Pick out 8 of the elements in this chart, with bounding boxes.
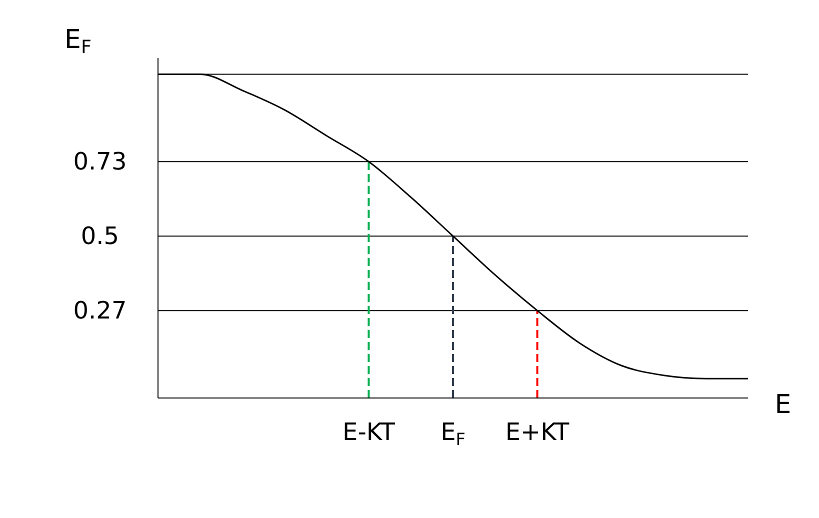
y-tick-label: 0.5 bbox=[80, 222, 120, 250]
y-tick-label: 0.73 bbox=[73, 148, 127, 176]
x-axis-title: E bbox=[774, 390, 792, 420]
y-axis-title: E$_{F}$ bbox=[64, 25, 92, 58]
y-tick-label: 0.27 bbox=[73, 296, 127, 325]
x-tick-label: E-KT bbox=[342, 418, 396, 446]
x-tick-label: E+KT bbox=[505, 418, 570, 446]
x-tick-label: E$_{F}$ bbox=[440, 418, 466, 450]
